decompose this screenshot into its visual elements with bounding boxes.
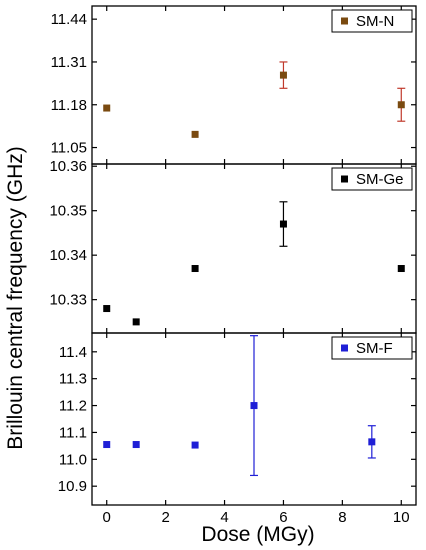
data-point (279, 61, 288, 89)
marker (279, 220, 287, 228)
data-point (397, 265, 405, 273)
legend-label: SM-N (356, 13, 394, 30)
data-point (132, 318, 140, 326)
legend-box (331, 336, 413, 360)
y-tick-label: 11.2 (59, 398, 87, 415)
x-tick-label: 0 (103, 509, 111, 526)
marker (132, 441, 140, 449)
legend-label: SM-Ge (356, 171, 404, 188)
legend: SM-N (331, 9, 413, 33)
y-tick-label: 11.31 (51, 54, 87, 71)
panel-sm-ge: 10.33 10.34 10.35 10.36 SM-Ge (49, 158, 417, 334)
legend-box (331, 9, 413, 33)
data-point (132, 441, 140, 449)
marker (191, 265, 199, 273)
data-point (191, 441, 199, 449)
y-tick-label: 11.0 (59, 451, 87, 468)
marker (103, 104, 111, 112)
x-tick-label: 4 (220, 509, 228, 526)
x-tick-label: 6 (279, 509, 287, 526)
x-tick-label: 2 (161, 509, 169, 526)
marker (279, 71, 287, 79)
y-tick-label: 10.33 (49, 292, 87, 309)
y-tick-label: 11.4 (59, 344, 87, 361)
marker (132, 318, 140, 326)
marker (368, 438, 376, 446)
marker (397, 101, 405, 109)
legend: SM-F (331, 336, 413, 360)
marker (191, 130, 199, 138)
y-tick-label: 11.3 (59, 371, 87, 388)
x-axis-title: Dose (MGy) (201, 523, 314, 546)
legend-label: SM-F (356, 340, 393, 357)
marker (103, 305, 111, 313)
legend-marker (341, 175, 348, 183)
y-tick-label: 10.9 (58, 478, 87, 495)
data-point (103, 104, 111, 112)
marker (397, 265, 405, 273)
y-tick-label: 10.35 (49, 203, 87, 220)
marker (103, 441, 111, 449)
data-point (397, 87, 406, 122)
data-point (103, 441, 111, 449)
data-point (279, 201, 288, 247)
marker (191, 441, 199, 449)
x-tick-label: 8 (338, 509, 346, 526)
legend-box (331, 167, 413, 191)
y-tick-label: 11.44 (51, 11, 87, 28)
data-point (191, 130, 199, 138)
legend: SM-Ge (331, 167, 413, 191)
y-tick-label: 10.34 (49, 247, 87, 264)
x-axis: 0 2 4 6 8 10 (103, 509, 410, 526)
legend-marker (341, 344, 348, 352)
marker (250, 402, 258, 410)
x-tick-label: 10 (393, 509, 410, 526)
y-tick-label: 10.36 (49, 158, 87, 175)
panel-sm-n: 11.05 11.18 11.31 11.44 SM-N (51, 5, 417, 165)
panel-frame (91, 332, 417, 506)
data-point (103, 305, 111, 313)
y-axis-title: Brillouin central frequency (GHz) (4, 146, 27, 449)
y-tick-label: 11.18 (51, 97, 87, 114)
legend-marker (341, 17, 348, 25)
data-point (250, 335, 258, 477)
data-point (367, 425, 376, 459)
y-tick-label: 11.05 (51, 140, 87, 157)
y-tick-label: 11.1 (59, 424, 87, 441)
panel-sm-f: 10.9 11.0 11.1 11.2 11.3 11.4 SM-F (58, 332, 417, 506)
data-point (191, 265, 199, 273)
